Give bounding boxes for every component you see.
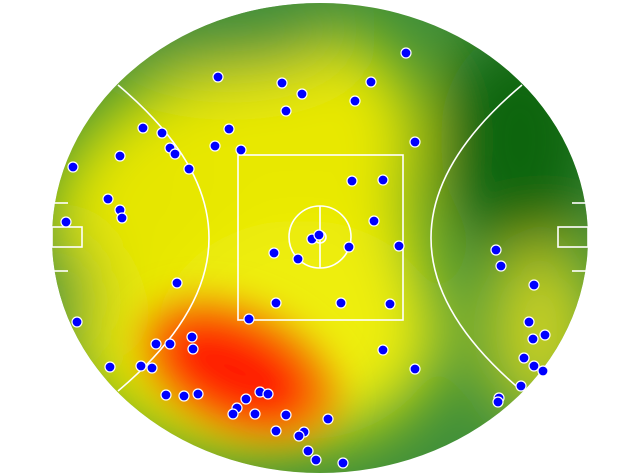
point: [365, 76, 377, 88]
point: [186, 331, 198, 343]
point: [400, 47, 412, 59]
point: [187, 343, 199, 355]
point: [335, 297, 347, 309]
point: [377, 344, 389, 356]
point: [377, 174, 389, 186]
point: [296, 88, 308, 100]
point: [276, 77, 288, 89]
point: [137, 122, 149, 134]
point: [384, 298, 396, 310]
point: [409, 136, 421, 148]
point: [368, 215, 380, 227]
point: [102, 193, 114, 205]
point: [492, 396, 504, 408]
point: [240, 393, 252, 405]
point: [235, 144, 247, 156]
point: [135, 360, 147, 372]
point: [268, 247, 280, 259]
point: [178, 390, 190, 402]
point: [114, 150, 126, 162]
point: [249, 408, 261, 420]
point: [164, 338, 176, 350]
point: [337, 457, 349, 469]
point: [393, 240, 405, 252]
point: [322, 413, 334, 425]
point: [71, 316, 83, 328]
point: [515, 380, 527, 392]
point: [243, 313, 255, 325]
point: [518, 352, 530, 364]
point: [262, 388, 274, 400]
point: [292, 253, 304, 265]
point: [67, 161, 79, 173]
point: [280, 105, 292, 117]
point: [171, 277, 183, 289]
point: [409, 363, 421, 375]
point: [310, 454, 322, 466]
point: [527, 333, 539, 345]
point: [523, 316, 535, 328]
point: [346, 175, 358, 187]
point: [343, 241, 355, 253]
point: [212, 71, 224, 83]
point: [192, 388, 204, 400]
point: [223, 123, 235, 135]
point: [169, 148, 181, 160]
point: [146, 362, 158, 374]
point: [302, 445, 314, 457]
point: [528, 279, 540, 291]
point: [270, 297, 282, 309]
point: [150, 338, 162, 350]
points: [60, 47, 551, 469]
point: [495, 260, 507, 272]
point: [156, 127, 168, 139]
point: [60, 216, 72, 228]
point: [270, 425, 282, 437]
point: [293, 430, 305, 442]
point: [209, 140, 221, 152]
point: [116, 212, 128, 224]
point: [183, 163, 195, 175]
point: [313, 229, 325, 241]
point: [528, 360, 540, 372]
point: [227, 408, 239, 420]
point: [280, 409, 292, 421]
point: [539, 329, 551, 341]
point: [490, 244, 502, 256]
point: [104, 361, 116, 373]
point: [160, 389, 172, 401]
point: [349, 95, 361, 107]
point: [537, 365, 549, 377]
